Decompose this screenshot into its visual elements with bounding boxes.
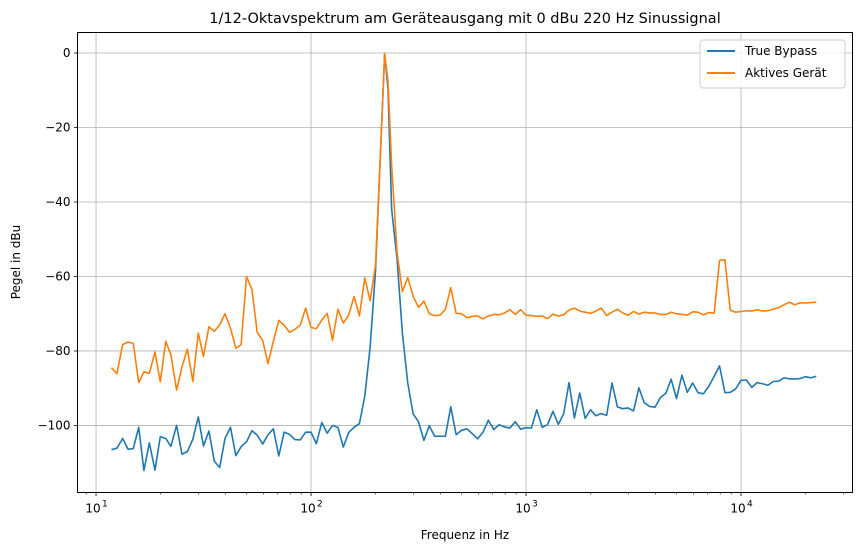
y-axis-label: Pegel in dBu [9, 225, 23, 300]
chart-title: 1/12-Oktavspektrum am Geräteausgang mit … [209, 11, 720, 27]
x-tick-label-exponent: 4 [747, 500, 753, 510]
x-axis-label: Frequenz in Hz [421, 528, 509, 542]
plot-frame [77, 32, 853, 493]
y-tick-label: −60 [45, 269, 70, 283]
y-tick-label: −100 [38, 418, 71, 432]
y-tick-label: 0 [63, 46, 71, 60]
legend-label-true-bypass: True Bypass [744, 44, 817, 58]
y-tick-label: −40 [45, 195, 70, 209]
x-tick-label: 10 [85, 502, 100, 516]
x-axis: 10 1 10 2 10 3 10 4 [85, 492, 844, 516]
y-tick-label: −80 [45, 344, 70, 358]
series-layer [110, 52, 817, 472]
series-line-1 [110, 52, 817, 391]
legend: True Bypass Aktives Gerät [699, 39, 846, 89]
x-tick-label-exponent: 1 [102, 500, 108, 510]
series-line-0 [111, 52, 817, 472]
legend-label-aktives-geraet: Aktives Gerät [745, 66, 827, 80]
y-axis: 0 −20 −40 −60 −80 −100 [38, 46, 78, 432]
x-tick-label: 10 [730, 502, 745, 516]
x-tick-label-exponent: 2 [317, 500, 323, 510]
grid [77, 32, 853, 493]
y-tick-label: −20 [45, 120, 70, 134]
x-tick-label: 10 [300, 502, 315, 516]
x-tick-label: 10 [515, 502, 530, 516]
x-tick-label-exponent: 3 [532, 500, 538, 510]
legend-box [699, 39, 846, 89]
